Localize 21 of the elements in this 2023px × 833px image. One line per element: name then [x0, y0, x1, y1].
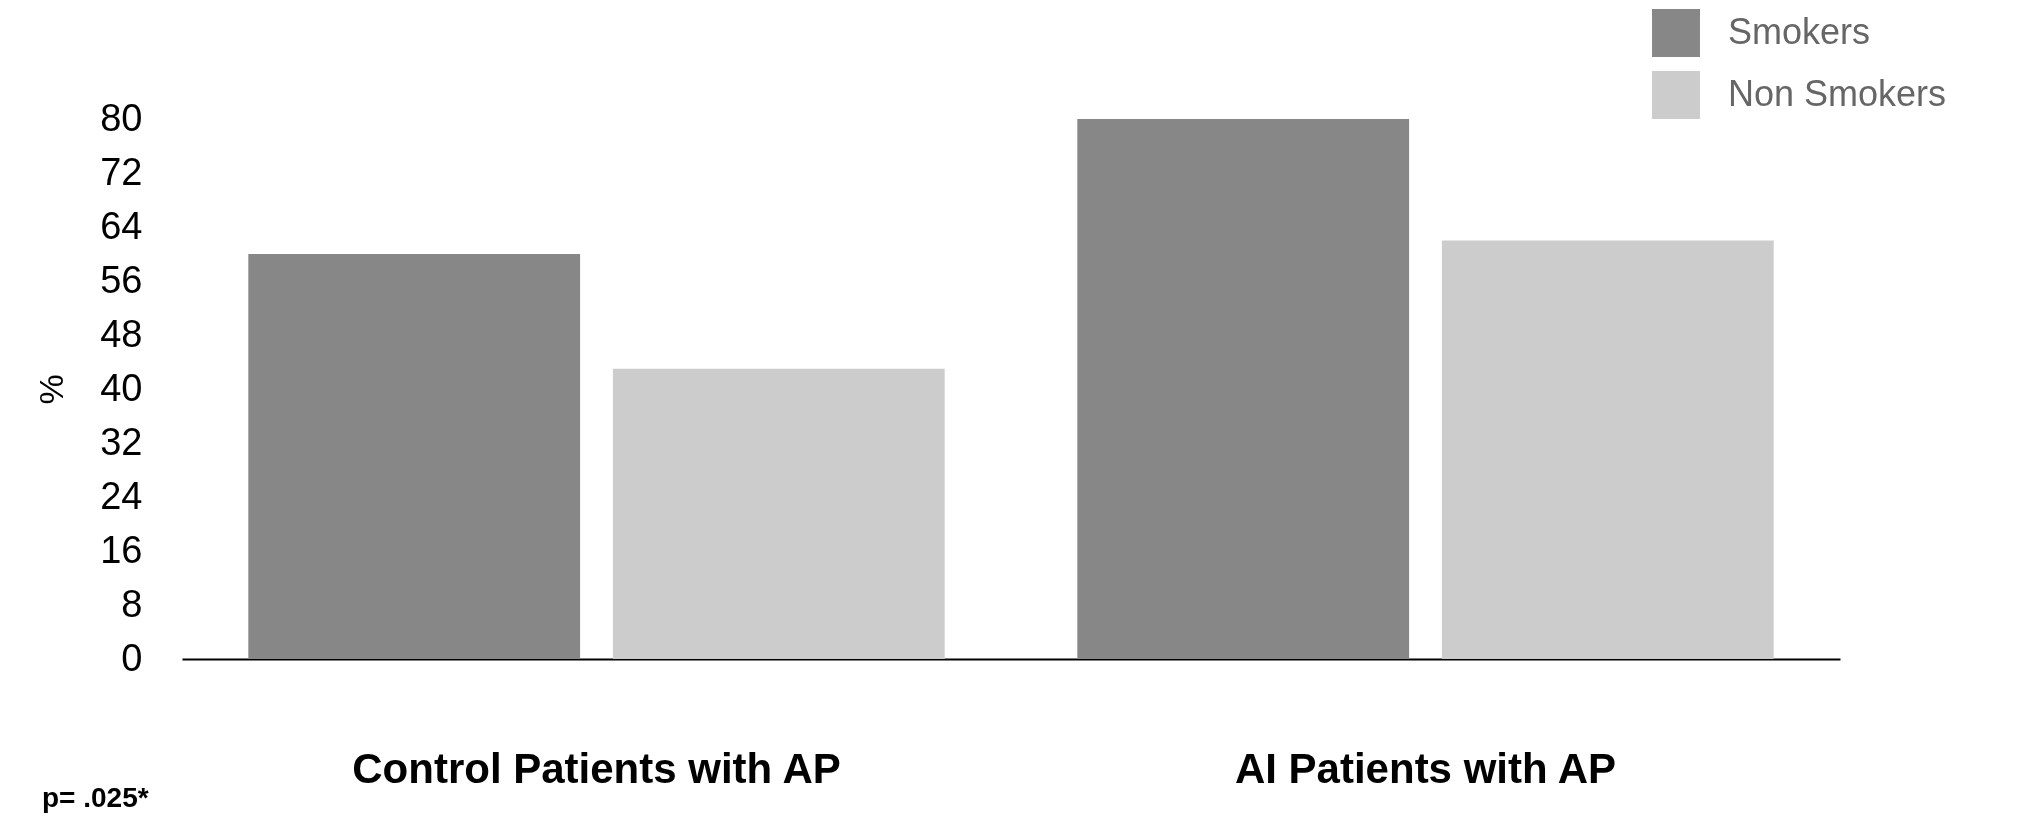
- x-tick-label: Control Patients with AP: [352, 744, 841, 792]
- y-tick-label: 48: [100, 312, 143, 355]
- y-tick-label: 72: [100, 150, 143, 193]
- legend-label: Non Smokers: [1728, 73, 1947, 114]
- y-tick-label: 64: [100, 204, 143, 247]
- bar: [248, 254, 581, 659]
- y-tick-label: 24: [100, 474, 143, 517]
- bar: [1441, 240, 1774, 659]
- legend-label: Smokers: [1728, 11, 1871, 52]
- y-axis-title: %: [32, 374, 71, 405]
- y-tick-label: 56: [100, 258, 143, 301]
- y-tick-label: 40: [100, 366, 143, 409]
- y-tick-label: 16: [100, 528, 143, 571]
- bar: [1077, 119, 1410, 659]
- y-tick-label: 32: [100, 420, 143, 463]
- y-tick-label: 0: [121, 636, 143, 679]
- x-tick-label: AI Patients with AP: [1234, 744, 1617, 792]
- bar: [612, 368, 945, 659]
- y-tick-label: 8: [121, 582, 143, 625]
- text: p= .025*: [42, 782, 149, 813]
- y-tick-label: 80: [100, 96, 143, 139]
